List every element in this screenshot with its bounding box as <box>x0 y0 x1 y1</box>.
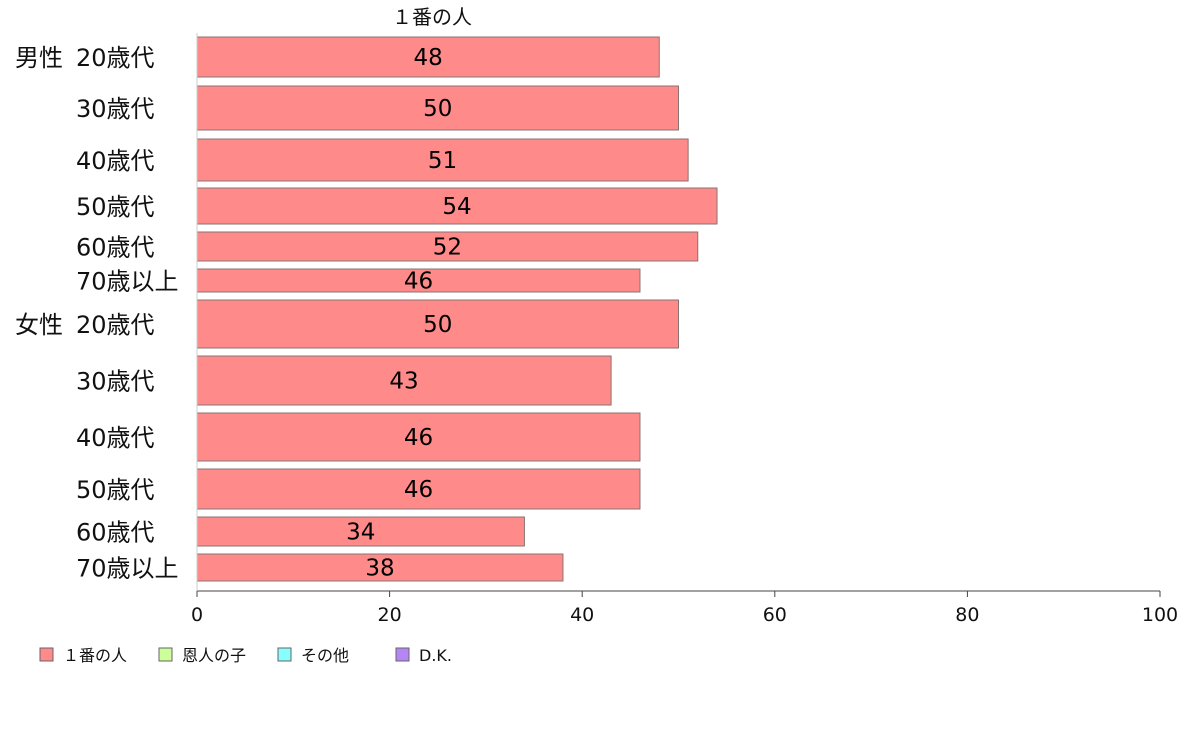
category-label: 30歳代 <box>76 95 155 123</box>
legend-swatch <box>395 647 410 662</box>
legend-swatch <box>39 647 54 662</box>
legend-label: D.K. <box>419 646 452 665</box>
bar <box>196 36 660 78</box>
bar <box>196 85 679 131</box>
data-label: 34 <box>346 520 375 546</box>
x-tick-label: 60 <box>763 604 787 626</box>
group-label: 男性 <box>15 44 63 72</box>
group-label: 女性 <box>15 311 63 339</box>
bar <box>196 553 564 582</box>
category-label: 70歳以上 <box>76 555 179 583</box>
category-label: 60歳代 <box>76 234 155 262</box>
data-label: 50 <box>423 96 452 122</box>
legend-label: その他 <box>301 646 349 665</box>
category-label: 70歳以上 <box>76 268 179 296</box>
data-label: 43 <box>389 369 418 395</box>
data-label: 54 <box>442 194 471 220</box>
x-tick-label: 80 <box>955 604 979 626</box>
data-label: 52 <box>433 235 462 261</box>
bar <box>196 231 699 262</box>
bar <box>196 187 718 225</box>
legend-label: 恩人の子 <box>182 646 246 665</box>
category-label: 20歳代 <box>76 44 155 72</box>
data-label: 48 <box>413 45 442 71</box>
bar <box>196 299 679 349</box>
bar <box>196 138 689 182</box>
data-label: 46 <box>404 425 433 451</box>
x-tick-label: 40 <box>570 604 594 626</box>
category-label: 60歳代 <box>76 519 155 547</box>
category-label: 40歳代 <box>76 424 155 452</box>
bar <box>196 355 612 406</box>
legend-label: １番の人 <box>63 646 127 665</box>
x-tick-label: 0 <box>191 604 203 626</box>
data-label: 50 <box>423 312 452 338</box>
data-label: 38 <box>365 556 394 582</box>
data-label: 46 <box>404 269 433 295</box>
category-label: 50歳代 <box>76 476 155 504</box>
category-label: 20歳代 <box>76 311 155 339</box>
data-label: 46 <box>404 477 433 503</box>
category-label: 30歳代 <box>76 368 155 396</box>
data-label: 51 <box>428 148 457 174</box>
x-tick-label: 100 <box>1142 604 1178 626</box>
chart-title: １番の人 <box>392 5 472 29</box>
legend-swatch <box>277 647 292 662</box>
category-label: 40歳代 <box>76 147 155 175</box>
legend-swatch <box>158 647 173 662</box>
category-label: 50歳代 <box>76 193 155 221</box>
x-tick-label: 20 <box>378 604 402 626</box>
